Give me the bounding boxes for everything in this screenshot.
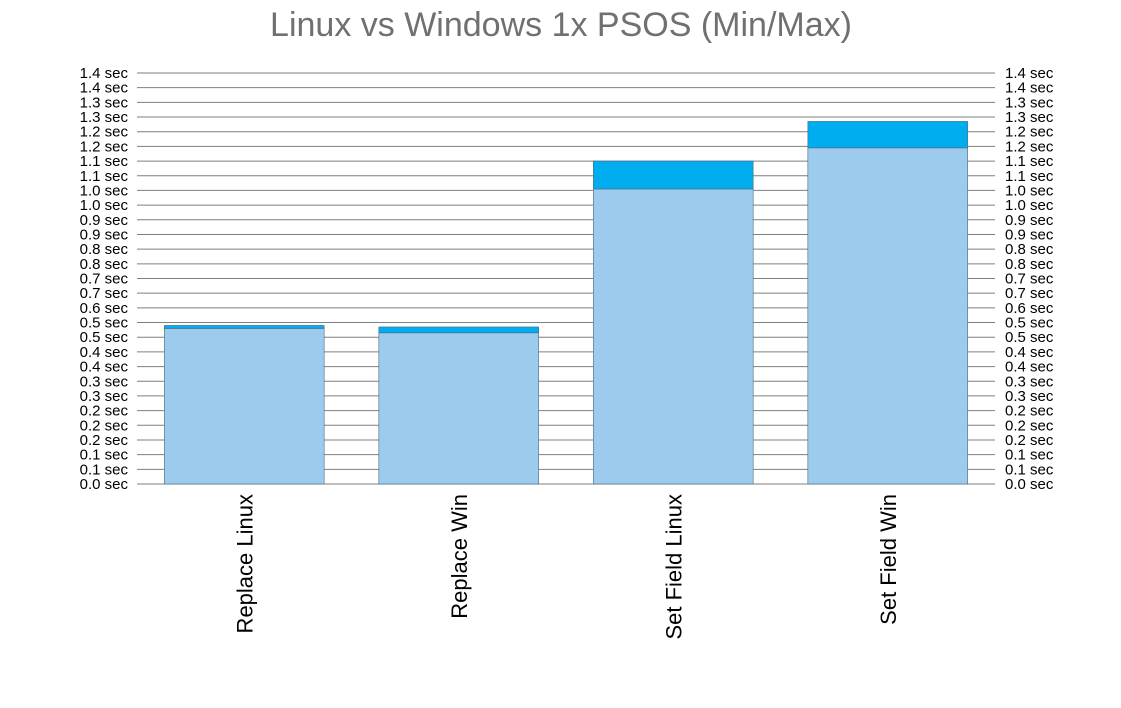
y-tick-label-right: 0.5 sec — [1005, 315, 1054, 332]
y-tick-label-left: 0.6 sec — [80, 300, 129, 317]
y-tick-label-left: 0.1 sec — [80, 461, 129, 478]
bars — [164, 121, 968, 485]
y-tick-label-left: 0.3 sec — [80, 373, 129, 390]
y-tick-label-left: 0.4 sec — [80, 359, 129, 376]
y-tick-label-right: 0.5 sec — [1005, 329, 1054, 346]
y-tick-label-right: 0.2 sec — [1005, 403, 1054, 420]
y-tick-label-right: 1.3 sec — [1005, 109, 1054, 126]
category-label: Set Field Linux — [661, 494, 686, 640]
y-tick-label-left: 1.1 sec — [80, 168, 129, 185]
y-tick-label-left: 1.1 sec — [80, 153, 129, 170]
y-tick-label-right: 1.1 sec — [1005, 168, 1054, 185]
y-tick-label-right: 0.4 sec — [1005, 359, 1054, 376]
y-tick-label-left: 0.5 sec — [80, 329, 129, 346]
y-tick-label-right: 0.1 sec — [1005, 447, 1054, 464]
bar-segment-2 — [593, 160, 754, 190]
y-tick-label-left: 0.2 sec — [80, 403, 129, 420]
y-tick-label-right: 0.3 sec — [1005, 373, 1054, 390]
y-tick-label-left: 0.7 sec — [80, 271, 129, 288]
y-tick-label-right: 0.7 sec — [1005, 285, 1054, 302]
y-tick-label-left: 0.3 sec — [80, 388, 129, 405]
y-tick-label-left: 1.4 sec — [80, 80, 129, 97]
y-tick-label-left: 0.4 sec — [80, 344, 129, 361]
y-tick-label-right: 0.9 sec — [1005, 226, 1054, 243]
y-tick-label-right: 0.9 sec — [1005, 212, 1054, 229]
y-tick-label-left: 1.0 sec — [80, 197, 129, 214]
y-tick-label-right: 1.3 sec — [1005, 94, 1054, 111]
y-tick-label-right: 0.2 sec — [1005, 432, 1054, 449]
chart-title: Linux vs Windows 1x PSOS (Min/Max) — [270, 6, 852, 44]
y-tick-label-left: 0.2 sec — [80, 432, 129, 449]
y-tick-label-left: 1.0 sec — [80, 182, 129, 199]
y-tick-label-right: 0.2 sec — [1005, 417, 1054, 434]
y-tick-label-left: 0.8 sec — [80, 241, 129, 258]
y-tick-label-right: 1.2 sec — [1005, 138, 1054, 155]
y-tick-label-left: 0.5 sec — [80, 315, 129, 332]
y-tick-label-left: 1.3 sec — [80, 94, 129, 111]
y-tick-label-left: 0.7 sec — [80, 285, 129, 302]
y-tick-label-right: 0.7 sec — [1005, 271, 1054, 288]
y-tick-label-right: 0.0 sec — [1005, 476, 1054, 493]
y-tick-label-right: 1.2 sec — [1005, 124, 1054, 141]
bar-segment-2 — [378, 326, 539, 334]
category-label: Set Field Win — [876, 494, 901, 625]
bar-segment-1 — [807, 147, 968, 485]
y-tick-label-left: 1.2 sec — [80, 138, 129, 155]
y-tick-label-right: 1.4 sec — [1005, 65, 1054, 82]
bar-segment-1 — [378, 332, 539, 485]
y-tick-label-left: 0.0 sec — [80, 476, 129, 493]
y-tick-label-right: 0.8 sec — [1005, 256, 1054, 273]
y-tick-label-right: 0.4 sec — [1005, 344, 1054, 361]
y-tick-label-right: 0.8 sec — [1005, 241, 1054, 258]
y-tick-label-left: 1.2 sec — [80, 124, 129, 141]
y-tick-label-right: 0.1 sec — [1005, 461, 1054, 478]
y-tick-label-left: 0.8 sec — [80, 256, 129, 273]
bar-segment-1 — [164, 328, 325, 485]
x-axis-categories: Replace Linux Replace Win Set Field Linux S… — [232, 494, 901, 640]
y-tick-label-left: 1.3 sec — [80, 109, 129, 126]
y-tick-label-left: 0.1 sec — [80, 447, 129, 464]
y-tick-label-right: 1.0 sec — [1005, 197, 1054, 214]
y-tick-label-right: 0.3 sec — [1005, 388, 1054, 405]
y-tick-label-left: 0.9 sec — [80, 226, 129, 243]
y-tick-label-right: 1.1 sec — [1005, 153, 1054, 170]
bar-segment-1 — [593, 188, 754, 485]
bar-segment-2 — [164, 325, 325, 329]
category-label: Replace Win — [447, 494, 472, 619]
y-tick-label-left: 0.9 sec — [80, 212, 129, 229]
y-tick-label-right: 0.6 sec — [1005, 300, 1054, 317]
y-tick-label-left: 0.2 sec — [80, 417, 129, 434]
y-tick-label-right: 1.4 sec — [1005, 80, 1054, 97]
bar-segment-2 — [807, 121, 968, 149]
category-label: Replace Linux — [232, 494, 257, 633]
y-tick-label-right: 1.0 sec — [1005, 182, 1054, 199]
y-tick-label-left: 1.4 sec — [80, 65, 129, 82]
